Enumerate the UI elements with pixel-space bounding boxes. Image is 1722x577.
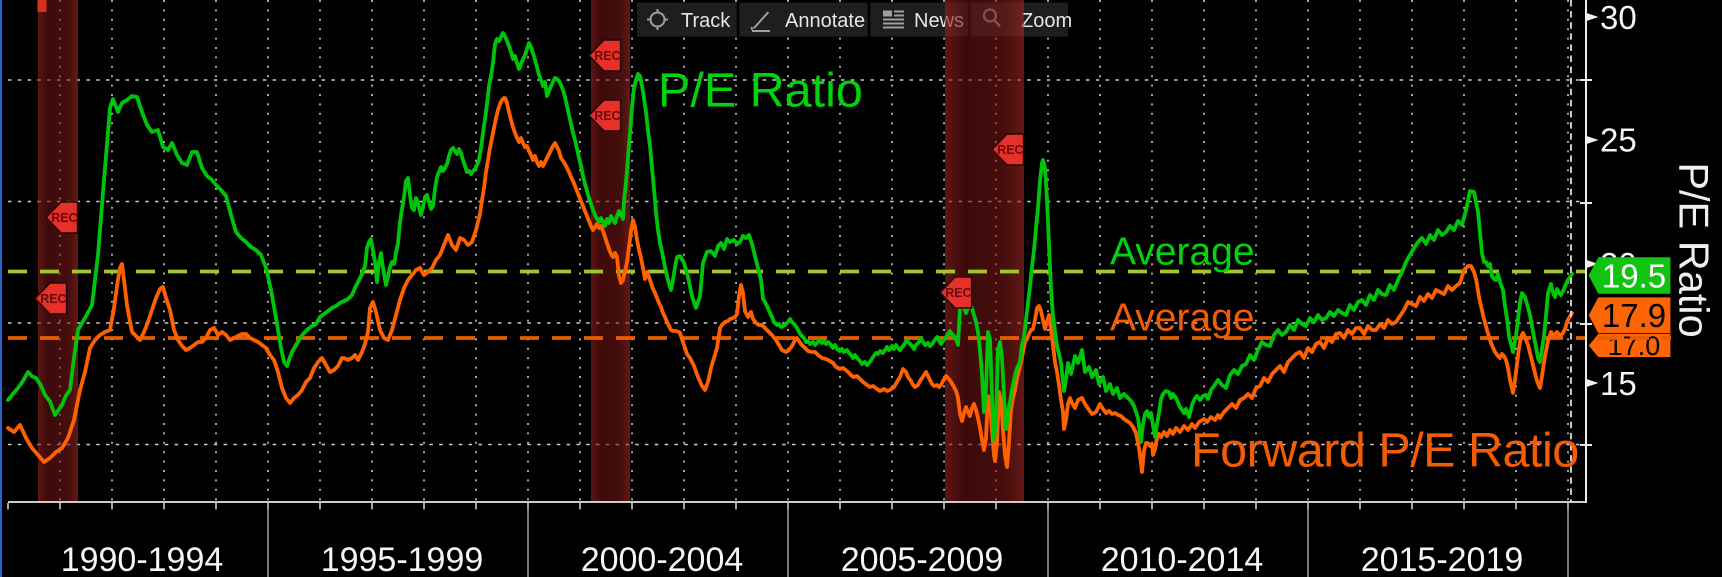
svg-text:2005-2009: 2005-2009 bbox=[841, 541, 1004, 577]
svg-text:19.5: 19.5 bbox=[1602, 257, 1666, 294]
svg-text:Average: Average bbox=[1110, 297, 1255, 340]
svg-text:17.9: 17.9 bbox=[1602, 297, 1666, 334]
svg-text:REC: REC bbox=[51, 211, 77, 225]
svg-text:17.0: 17.0 bbox=[1608, 331, 1661, 361]
svg-text:P/E Ratio: P/E Ratio bbox=[1671, 162, 1718, 337]
svg-text:Annotate: Annotate bbox=[785, 10, 865, 32]
svg-text:REC: REC bbox=[945, 286, 971, 300]
svg-text:REC: REC bbox=[997, 143, 1023, 157]
svg-text:REC: REC bbox=[594, 49, 620, 63]
svg-text:P/E Ratio: P/E Ratio bbox=[658, 64, 863, 118]
svg-text:15: 15 bbox=[1600, 365, 1637, 402]
svg-text:25: 25 bbox=[1600, 122, 1637, 159]
svg-text:1995-1999: 1995-1999 bbox=[321, 541, 484, 577]
svg-text:2010-2014: 2010-2014 bbox=[1101, 541, 1264, 577]
svg-text:1990-1994: 1990-1994 bbox=[61, 541, 224, 577]
svg-text:Zoom: Zoom bbox=[1021, 10, 1072, 32]
svg-text:Forward P/E Ratio: Forward P/E Ratio bbox=[1191, 424, 1579, 478]
svg-text:2000-2004: 2000-2004 bbox=[581, 541, 744, 577]
svg-text:REC: REC bbox=[594, 109, 620, 123]
svg-text:REC: REC bbox=[40, 292, 66, 306]
svg-text:2015-2019: 2015-2019 bbox=[1361, 541, 1524, 577]
svg-text:Average: Average bbox=[1110, 231, 1255, 274]
svg-text:30: 30 bbox=[1600, 0, 1637, 36]
svg-text:Track: Track bbox=[681, 10, 731, 32]
